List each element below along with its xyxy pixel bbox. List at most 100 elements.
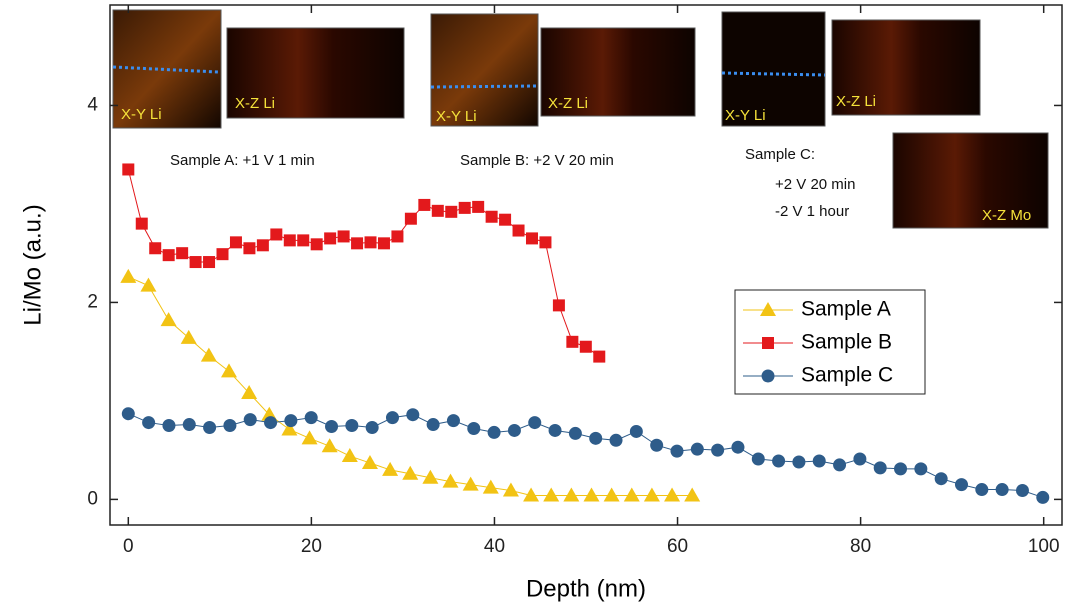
marker [525, 232, 538, 245]
marker [203, 421, 217, 434]
marker [221, 363, 237, 378]
marker [365, 421, 379, 434]
annotation: Sample A: +1 V 1 min [170, 152, 315, 169]
series-line [128, 413, 1043, 498]
inset-image [540, 27, 696, 117]
marker [135, 217, 148, 230]
y-tick-label: 4 [87, 94, 98, 115]
marker [243, 242, 256, 255]
marker [180, 329, 197, 344]
marker [975, 483, 989, 497]
marker [241, 385, 258, 400]
marker [377, 237, 390, 250]
marker [873, 461, 887, 475]
inset-label: X-Z Li [836, 93, 876, 110]
marker [189, 256, 202, 269]
x-tick-label: 100 [1028, 536, 1060, 557]
marker [1015, 484, 1029, 498]
marker [485, 210, 498, 223]
marker [361, 454, 378, 469]
marker [162, 249, 175, 262]
legend-label: Sample C [801, 364, 893, 387]
marker [995, 483, 1009, 497]
inset-image [831, 19, 981, 116]
marker [670, 444, 684, 458]
marker [120, 268, 137, 283]
inset-label: X-Z Li [548, 95, 588, 112]
legend-label: Sample A [801, 298, 891, 321]
marker [792, 455, 806, 469]
marker [954, 478, 968, 492]
legend-marker [761, 369, 775, 383]
x-tick-label: 0 [123, 536, 134, 557]
marker [543, 487, 560, 502]
marker [162, 419, 176, 433]
marker [402, 465, 419, 480]
marker [283, 234, 296, 247]
marker [664, 487, 681, 502]
marker [487, 425, 501, 439]
marker [229, 236, 242, 249]
marker [176, 247, 189, 260]
legend-label: Sample B [801, 331, 892, 354]
marker [568, 426, 582, 440]
marker [223, 419, 237, 433]
legend: Sample A Sample B Sample C [734, 289, 926, 395]
marker [351, 237, 364, 250]
marker [149, 242, 162, 255]
marker [297, 234, 310, 247]
marker [462, 476, 479, 491]
inset-image [892, 132, 1049, 229]
insets: X-Y Li X-Z Li X-Y Li X-Z Li X-Y Li X-Z L… [112, 9, 1049, 229]
marker [404, 212, 417, 225]
inset-label: X-Z Mo [982, 207, 1031, 224]
marker [140, 277, 157, 292]
marker [650, 438, 664, 452]
marker [446, 414, 460, 428]
marker [304, 411, 318, 425]
marker [301, 430, 318, 445]
marker [418, 198, 431, 211]
marker [593, 350, 606, 363]
marker [467, 421, 481, 435]
marker [914, 462, 928, 476]
marker [528, 416, 542, 430]
marker [325, 420, 339, 434]
inset-image [226, 27, 405, 119]
marker [523, 487, 540, 502]
annotation: +2 V 20 min [775, 176, 855, 193]
marker [281, 421, 298, 436]
marker [853, 452, 867, 466]
marker [385, 411, 399, 425]
marker [341, 448, 358, 463]
inset-label: X-Y Li [725, 107, 766, 124]
marker [643, 487, 660, 502]
inset-label: X-Y Li [436, 108, 477, 125]
marker [203, 256, 216, 269]
marker [934, 472, 948, 486]
marker [751, 452, 765, 466]
marker [502, 482, 519, 497]
marker [552, 299, 565, 312]
marker [270, 228, 283, 241]
marker [684, 487, 701, 502]
marker [364, 236, 377, 249]
inset-label: X-Y Li [121, 106, 162, 123]
marker [629, 424, 643, 438]
marker [472, 200, 485, 213]
marker [200, 347, 217, 362]
marker [833, 458, 847, 472]
marker [1036, 490, 1050, 504]
annotation: -2 V 1 hour [775, 203, 849, 220]
marker [894, 462, 908, 476]
marker [160, 312, 177, 327]
annotation: Sample C: [745, 146, 815, 163]
marker [216, 248, 229, 261]
series-line [128, 276, 693, 496]
marker [337, 230, 350, 243]
marker [482, 479, 499, 494]
marker [731, 440, 745, 454]
marker [589, 431, 603, 445]
marker [284, 414, 298, 428]
